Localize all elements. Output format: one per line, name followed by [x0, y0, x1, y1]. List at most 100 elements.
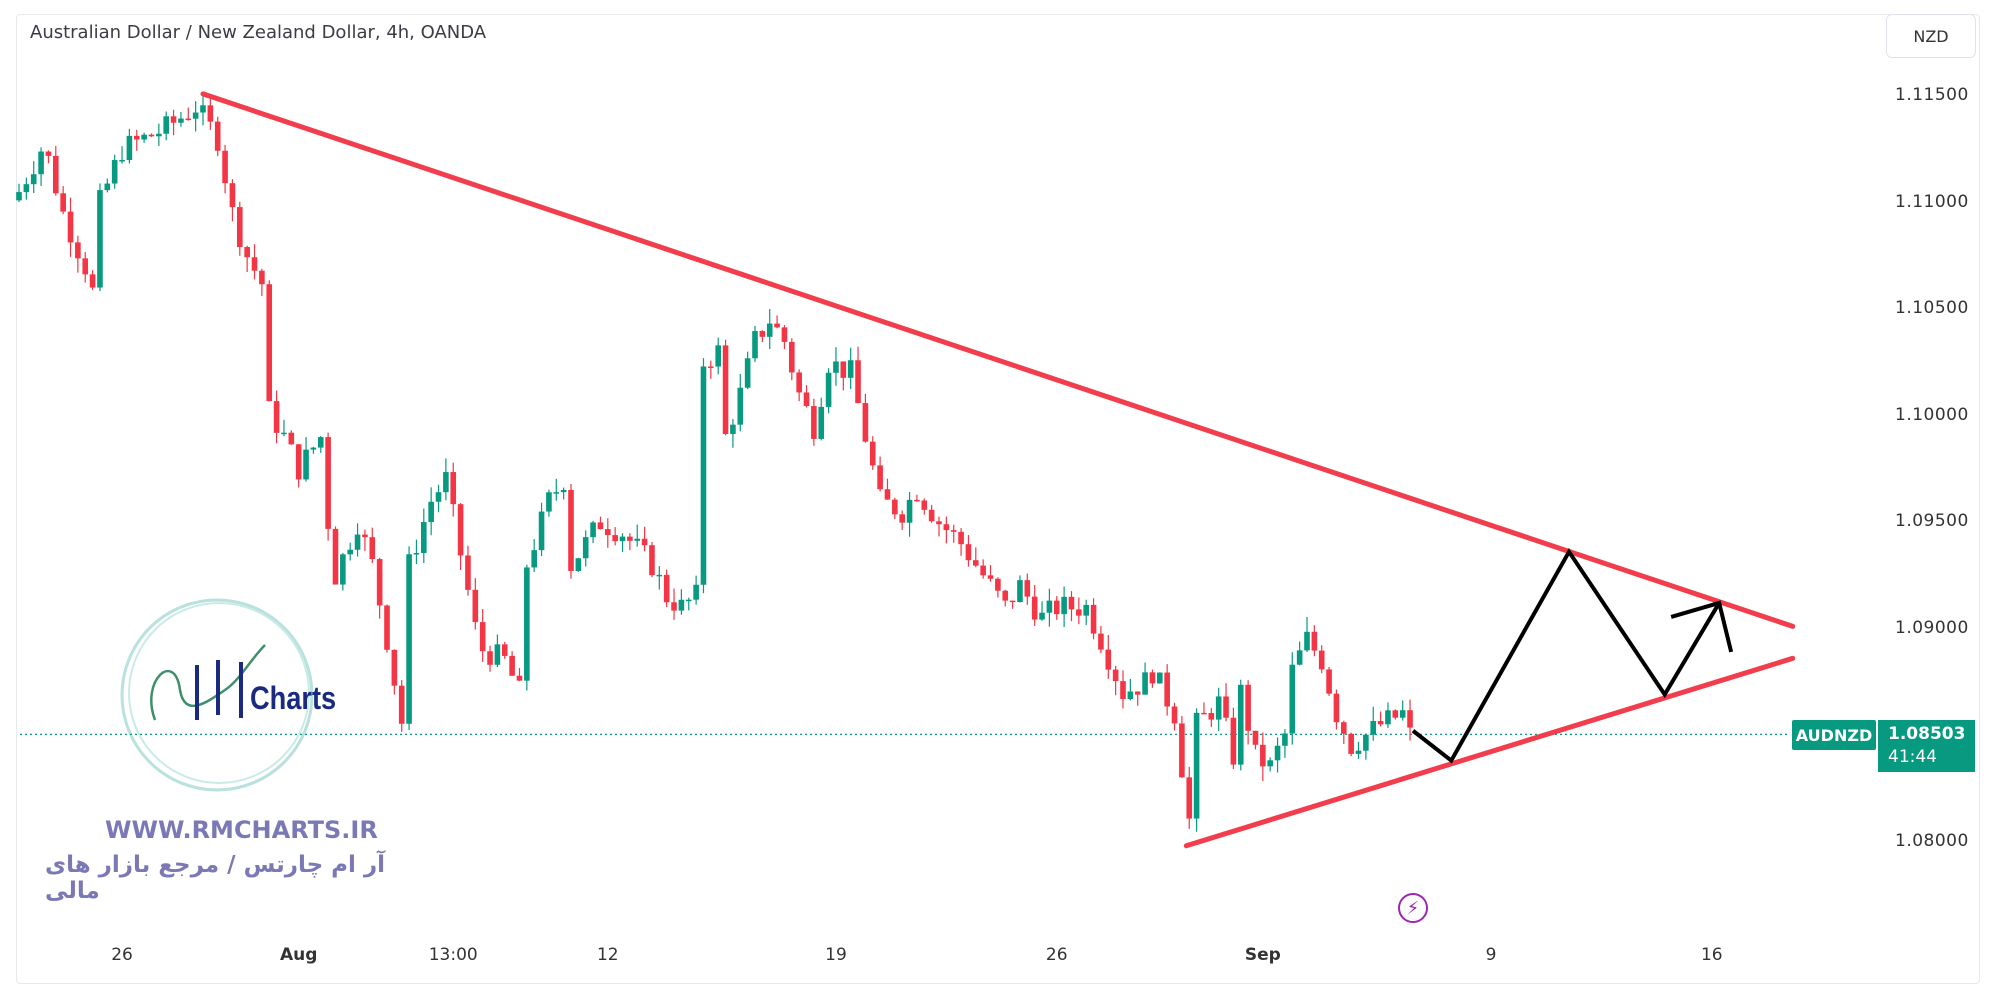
x-tick-label: 9 [1485, 945, 1497, 965]
candle-body [524, 567, 530, 681]
candle-body [457, 504, 464, 556]
candle-body [89, 274, 96, 288]
candle-body [472, 589, 479, 623]
candle-body [303, 449, 309, 480]
candle-body [1120, 681, 1126, 700]
logo-text: Charts [250, 680, 337, 716]
candle-body [605, 529, 611, 536]
candle-body [899, 514, 905, 523]
candle-body [340, 554, 346, 585]
candle-body [833, 361, 839, 373]
candle-body [722, 345, 729, 434]
chart-title: Australian Dollar / New Zealand Dollar, … [30, 22, 487, 43]
candle-body [766, 323, 773, 337]
candle-body [237, 207, 243, 248]
candle-body [435, 492, 442, 502]
y-tick-label: 1.09500 [1895, 511, 1969, 531]
candle-body [928, 509, 935, 522]
candle-body [752, 331, 758, 359]
candle-body [789, 341, 795, 373]
candle-body [111, 160, 118, 184]
candle-body [369, 537, 376, 560]
candle-body [1304, 631, 1310, 651]
candle-body [1142, 672, 1148, 695]
candle-body [325, 437, 331, 529]
candle-body [693, 584, 699, 600]
candle-body [1392, 710, 1399, 718]
candle-body [178, 118, 184, 123]
candle-body [347, 549, 353, 555]
candle-body [450, 472, 457, 505]
candle-body [288, 432, 295, 445]
candle-body [1002, 590, 1009, 601]
currency-button[interactable]: NZD [1886, 14, 1976, 58]
x-tick-label: Sep [1244, 945, 1281, 965]
candle-body [1164, 672, 1170, 707]
candle-body [45, 151, 52, 156]
candle-body [1267, 760, 1273, 767]
candle-body [222, 150, 228, 184]
candle-body [259, 270, 265, 285]
candle-body [148, 134, 155, 137]
candle-body [428, 501, 434, 523]
candle-body [700, 366, 707, 585]
candle-body [163, 116, 169, 134]
candle-body [1252, 730, 1259, 745]
candle-body [273, 401, 280, 433]
candle-body [1171, 706, 1178, 724]
candle-body [612, 535, 618, 542]
candle-body [568, 490, 574, 571]
candle-body [1289, 664, 1296, 734]
symbol-label: AUDNZD [1792, 720, 1876, 750]
candle-body [141, 134, 147, 140]
candle-body [82, 258, 89, 275]
candle-body [553, 492, 560, 494]
candle-body [214, 121, 221, 151]
candle-body [678, 599, 685, 611]
candle-body [877, 465, 883, 490]
candle-body [332, 528, 339, 585]
x-tick-label: Aug [279, 945, 318, 965]
candle-body [133, 135, 140, 140]
candle-body [1377, 720, 1384, 725]
candle-body [759, 331, 766, 337]
candle-body [936, 521, 942, 525]
candle-body [987, 575, 994, 579]
candle-body [362, 534, 368, 538]
y-tick-label: 1.11500 [1895, 85, 1969, 105]
candle-body [965, 544, 972, 561]
lightning-icon[interactable]: ⚡ [1398, 893, 1428, 923]
candle-body [781, 327, 788, 342]
candle-body [1179, 723, 1185, 778]
bar-countdown: 41:44 [1888, 747, 1937, 767]
candle-body [53, 155, 59, 194]
candle-body [251, 257, 258, 271]
candle-body [958, 531, 964, 545]
candle-body [943, 524, 950, 531]
candle-body [38, 151, 44, 175]
candle-body [75, 242, 81, 259]
candle-body [1076, 609, 1082, 616]
candle-body [575, 558, 582, 571]
candle-body [634, 538, 641, 541]
candle-body [60, 193, 66, 212]
candle-body [310, 447, 317, 450]
candle-body [980, 565, 986, 576]
candle-body [1399, 710, 1406, 718]
candle-body [1311, 631, 1318, 651]
candle-body [207, 105, 214, 122]
candle-body [1061, 596, 1067, 615]
candle-body [443, 472, 449, 493]
candle-body [1053, 600, 1060, 615]
candle-body [281, 432, 287, 435]
candle-body [546, 492, 552, 512]
candle-body [582, 537, 589, 559]
candle-body [1046, 600, 1053, 613]
candle-body [1105, 649, 1112, 670]
candle-body [354, 534, 361, 550]
candle-body [1348, 733, 1354, 754]
candle-body [627, 536, 633, 541]
candle-body [479, 622, 486, 652]
candle-body [30, 174, 37, 185]
